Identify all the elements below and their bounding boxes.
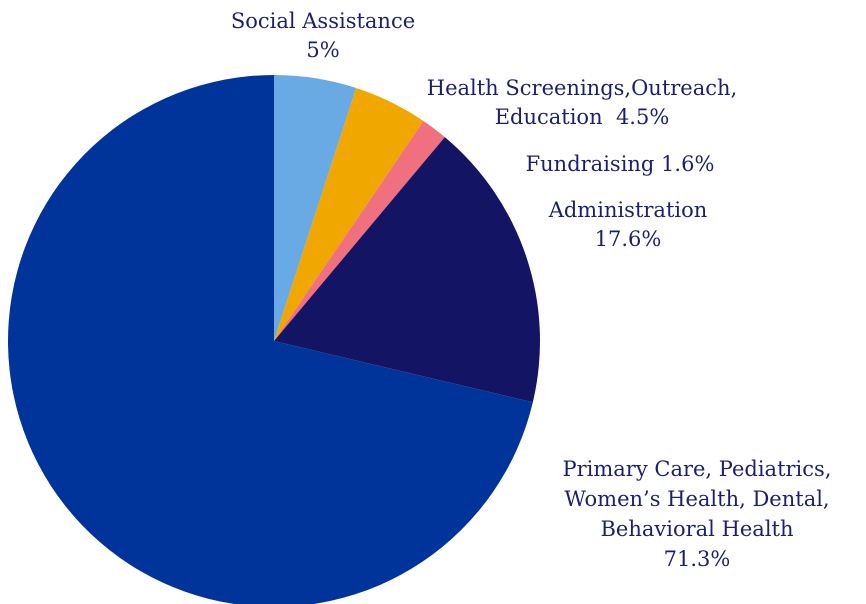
slice-label-social-assistance: Social Assistance 5% [231,9,415,62]
slice-label-administration: Administration 17.6% [548,198,708,251]
slice-label-line: Primary Care, Pediatrics, [562,457,831,481]
slice-label-line: Education 4.5% [495,105,670,129]
slice-label-line: Social Assistance [231,9,415,33]
slice-label-line: Behavioral Health [600,517,793,541]
slice-social-assistance [274,75,357,341]
slice-fundraising [274,121,445,341]
slice-label-line: 71.3% [664,547,731,571]
slice-primary-care-pediatrics-women-s-health-dental-behavioral-health [8,75,533,604]
slice-label-line: 17.6% [595,227,662,251]
slice-label-line: Women’s Health, Dental, [564,487,829,511]
slice-label-line: Administration [548,198,708,222]
slice-label-line: 5% [306,38,339,62]
pie-slices [8,75,540,604]
slice-labels: Social Assistance 5% Health Screenings,Out… [231,9,832,571]
slice-health-screenings-outreach-education [274,88,424,342]
slice-label-primary-care-pediatrics-women-s-health-dental-behavioral-health: Primary Care, Pediatrics, Women’s Health,… [562,457,831,571]
slice-label-line: Health Screenings,Outreach, [427,76,737,100]
slice-label-health-screenings-outreach-education: Health Screenings,Outreach, Education 4.5… [427,76,737,129]
slice-label-line: Fundraising 1.6% [526,152,715,176]
slice-label-fundraising: Fundraising 1.6% [526,152,715,176]
slice-administration [274,137,540,403]
